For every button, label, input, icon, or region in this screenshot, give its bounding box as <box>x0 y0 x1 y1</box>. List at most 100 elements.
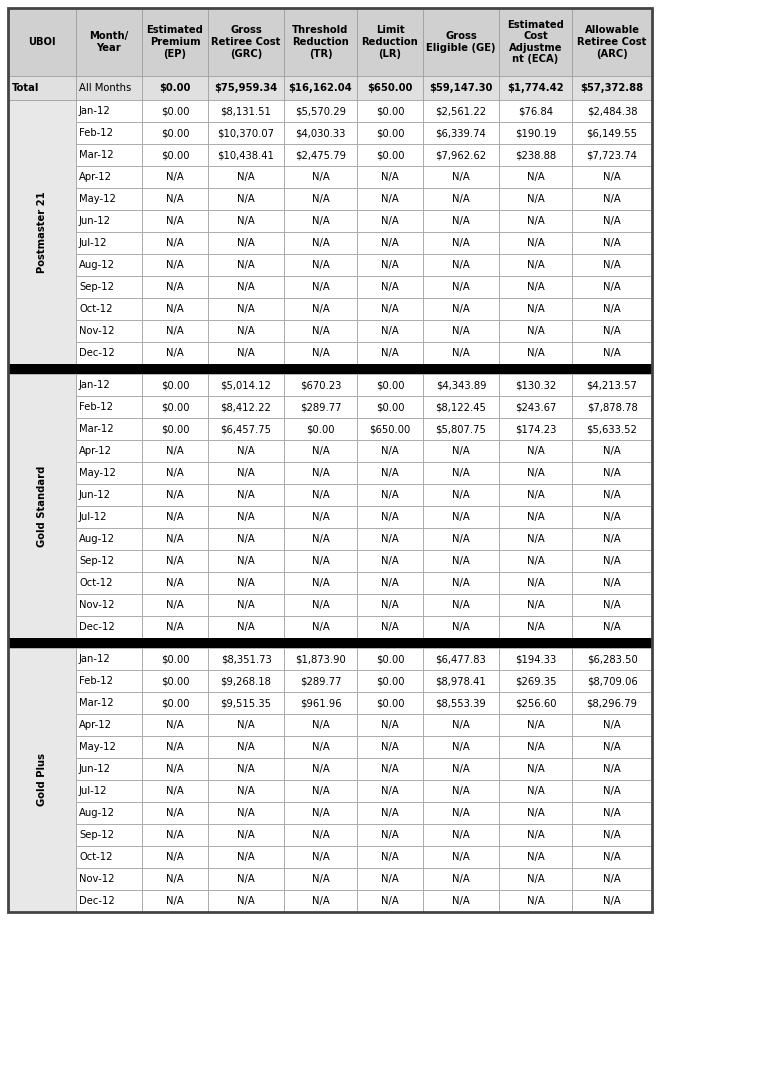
Bar <box>572 594 652 616</box>
Bar <box>208 188 284 210</box>
Text: N/A: N/A <box>526 720 544 730</box>
Text: Jun-12: Jun-12 <box>79 490 111 500</box>
Text: Oct-12: Oct-12 <box>79 304 113 314</box>
Bar <box>423 374 499 396</box>
Text: Nov-12: Nov-12 <box>79 874 114 883</box>
Bar <box>499 396 572 418</box>
Text: N/A: N/A <box>603 720 621 730</box>
Bar <box>208 462 284 483</box>
Bar <box>423 648 499 670</box>
Text: N/A: N/A <box>603 326 621 336</box>
Text: May-12: May-12 <box>79 194 116 204</box>
Text: N/A: N/A <box>237 874 255 883</box>
Text: N/A: N/A <box>381 304 399 314</box>
Bar <box>423 846 499 868</box>
Bar <box>284 868 357 890</box>
Bar <box>76 616 142 638</box>
Text: $130.32: $130.32 <box>515 380 556 390</box>
Text: N/A: N/A <box>166 216 184 225</box>
Bar <box>423 320 499 341</box>
Text: N/A: N/A <box>237 601 255 610</box>
Bar <box>357 144 423 166</box>
Bar <box>284 144 357 166</box>
Text: N/A: N/A <box>311 534 329 544</box>
Text: Sep-12: Sep-12 <box>79 556 114 566</box>
Bar <box>572 76 652 100</box>
Text: $8,412.22: $8,412.22 <box>221 402 271 412</box>
Bar <box>423 506 499 528</box>
Bar <box>142 100 208 122</box>
Text: N/A: N/A <box>526 216 544 225</box>
Bar <box>499 298 572 320</box>
Text: N/A: N/A <box>311 194 329 204</box>
Bar <box>572 188 652 210</box>
Bar <box>208 298 284 320</box>
Text: N/A: N/A <box>166 556 184 566</box>
Bar <box>357 692 423 714</box>
Text: $0.00: $0.00 <box>307 424 335 434</box>
Bar <box>284 648 357 670</box>
Text: N/A: N/A <box>381 238 399 248</box>
Text: $0.00: $0.00 <box>375 380 404 390</box>
Bar <box>499 210 572 232</box>
Text: $650.00: $650.00 <box>369 424 411 434</box>
Text: N/A: N/A <box>452 534 470 544</box>
Bar <box>423 76 499 100</box>
Text: $10,370.07: $10,370.07 <box>217 128 274 138</box>
Text: N/A: N/A <box>526 874 544 883</box>
Bar <box>357 572 423 594</box>
Bar <box>76 462 142 483</box>
Text: $1,873.90: $1,873.90 <box>295 654 346 664</box>
Bar <box>499 528 572 550</box>
Bar <box>423 594 499 616</box>
Text: N/A: N/A <box>526 743 544 752</box>
Text: N/A: N/A <box>452 601 470 610</box>
Text: N/A: N/A <box>166 830 184 840</box>
Bar <box>284 462 357 483</box>
Text: Aug-12: Aug-12 <box>79 808 115 818</box>
Bar <box>142 144 208 166</box>
Bar <box>357 824 423 846</box>
Text: Sep-12: Sep-12 <box>79 830 114 840</box>
Text: $0.00: $0.00 <box>161 424 189 434</box>
Text: N/A: N/A <box>237 720 255 730</box>
Bar <box>357 758 423 780</box>
Text: Mar-12: Mar-12 <box>79 424 113 434</box>
Bar <box>142 714 208 736</box>
Text: N/A: N/A <box>166 743 184 752</box>
Bar <box>284 714 357 736</box>
Text: N/A: N/A <box>603 348 621 358</box>
Bar <box>499 374 572 396</box>
Bar <box>499 440 572 462</box>
Bar <box>284 232 357 254</box>
Text: $0.00: $0.00 <box>375 698 404 708</box>
Text: N/A: N/A <box>311 172 329 182</box>
Text: N/A: N/A <box>311 896 329 906</box>
Bar <box>76 483 142 506</box>
Bar <box>357 320 423 341</box>
Text: N/A: N/A <box>452 446 470 456</box>
Bar <box>142 550 208 572</box>
Text: N/A: N/A <box>311 808 329 818</box>
Bar <box>76 298 142 320</box>
Bar <box>208 144 284 166</box>
Bar <box>284 616 357 638</box>
Text: $8,978.41: $8,978.41 <box>436 676 486 686</box>
Bar <box>499 8 572 76</box>
Text: N/A: N/A <box>452 468 470 478</box>
Bar <box>572 802 652 824</box>
Bar <box>357 846 423 868</box>
Text: N/A: N/A <box>603 238 621 248</box>
Text: N/A: N/A <box>452 238 470 248</box>
Bar <box>423 298 499 320</box>
Bar <box>423 144 499 166</box>
Bar <box>76 572 142 594</box>
Bar <box>142 341 208 364</box>
Text: Total: Total <box>12 83 39 93</box>
Bar <box>423 210 499 232</box>
Bar <box>572 254 652 276</box>
Text: N/A: N/A <box>166 720 184 730</box>
Bar <box>572 8 652 76</box>
Text: Dec-12: Dec-12 <box>79 622 115 632</box>
Bar <box>208 374 284 396</box>
